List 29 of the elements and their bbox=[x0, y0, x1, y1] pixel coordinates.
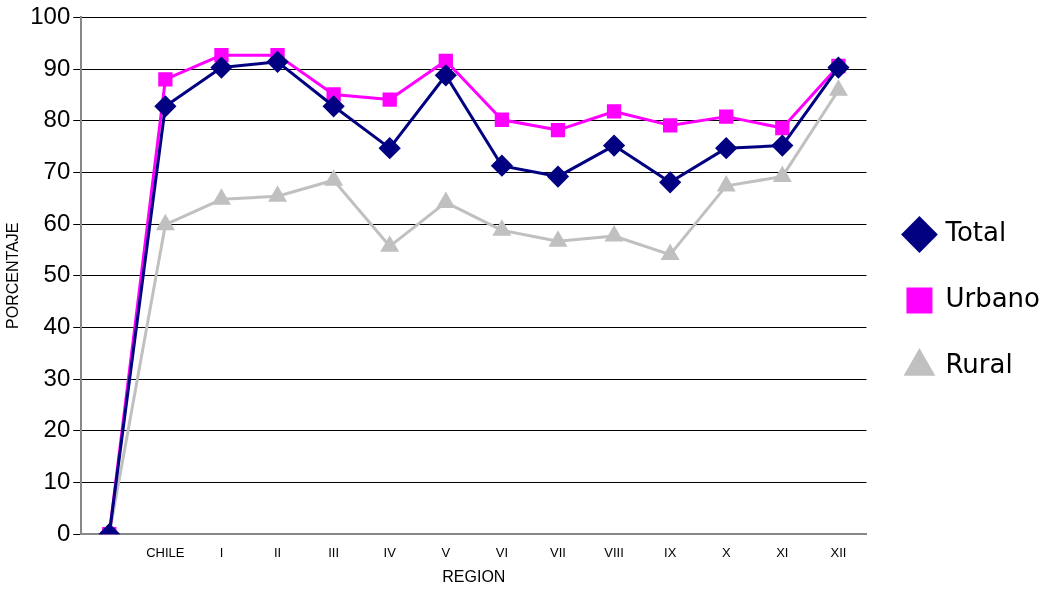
y-tick-label: 50 bbox=[43, 260, 71, 288]
x-tick-label: VI bbox=[495, 544, 509, 560]
x-tick-label: IV bbox=[383, 544, 397, 560]
y-tick-label: 70 bbox=[43, 157, 71, 185]
y-tick-label: 80 bbox=[43, 105, 71, 133]
x-tick-label: CHILE bbox=[146, 544, 185, 560]
y-tick-label: 30 bbox=[43, 363, 71, 391]
x-tick-label: III bbox=[328, 544, 340, 560]
y-axis-title: PORCENTAJE bbox=[4, 222, 22, 329]
y-tick-label: 60 bbox=[43, 208, 71, 236]
x-tick-label: XII bbox=[830, 544, 847, 560]
x-tick-label: VII bbox=[550, 544, 566, 560]
x-tick-label: X bbox=[721, 544, 731, 560]
y-tick-label: 0 bbox=[56, 518, 71, 546]
legend-label: Total bbox=[944, 217, 1007, 248]
x-tick-label: IX bbox=[664, 544, 677, 560]
x-tick-label: VIII bbox=[604, 544, 624, 560]
x-tick-label: XI bbox=[776, 544, 789, 560]
y-tick-label: 20 bbox=[43, 415, 71, 443]
y-tick-label: 10 bbox=[43, 467, 71, 495]
x-axis-title: REGION bbox=[442, 567, 506, 585]
x-tick-label: II bbox=[273, 544, 282, 560]
x-tick-label: V bbox=[441, 544, 451, 560]
y-tick-label: 40 bbox=[43, 312, 71, 340]
y-tick-label: 90 bbox=[43, 53, 71, 81]
y-tick-label: 100 bbox=[30, 2, 71, 30]
legend-label: Rural bbox=[945, 349, 1013, 380]
x-tick-label: I bbox=[219, 544, 224, 560]
legend-label: Urbano bbox=[945, 283, 1040, 314]
